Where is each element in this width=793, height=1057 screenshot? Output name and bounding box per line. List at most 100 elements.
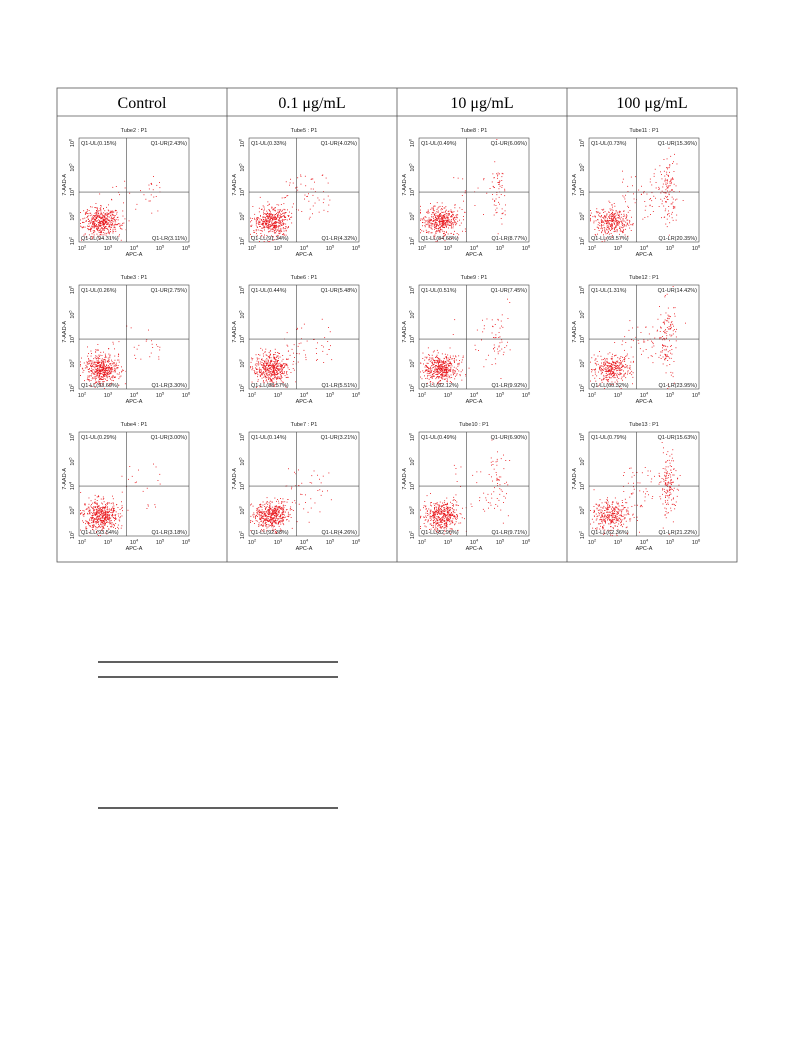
event-dot (623, 229, 624, 231)
event-dot (102, 360, 104, 362)
event-dot (274, 207, 276, 209)
event-dot (606, 222, 608, 224)
event-dot (478, 350, 479, 351)
event-dot (621, 364, 623, 366)
event-dot (599, 225, 601, 227)
tick-label: 105 (326, 391, 335, 400)
event-dot (593, 369, 595, 370)
tick-exponent: 2 (238, 236, 243, 239)
event-dot (432, 373, 434, 375)
event-dot (274, 222, 276, 223)
event-dot (432, 207, 434, 209)
event-dot (96, 227, 97, 229)
event-dot (281, 224, 283, 226)
event-dot (608, 225, 609, 227)
event-dot (669, 165, 671, 167)
event-dot (606, 374, 608, 376)
event-dot (607, 353, 609, 355)
tick-label: 106 (522, 391, 531, 400)
event-dot (438, 376, 440, 378)
event-dot (106, 228, 108, 230)
event-dot (280, 227, 282, 229)
event-dot (436, 225, 437, 227)
event-dot (84, 367, 86, 369)
event-dot (106, 507, 108, 509)
event-dot (265, 217, 267, 219)
tick-label: 102 (248, 391, 257, 400)
event-dot (676, 198, 678, 200)
event-dot (104, 374, 106, 375)
event-dot (264, 208, 265, 210)
tick-base: 10 (692, 246, 698, 252)
event-dot (102, 516, 104, 518)
event-dot (442, 223, 444, 225)
tick-exponent: 4 (408, 334, 413, 337)
event-dot (620, 237, 622, 239)
event-dot (627, 185, 629, 187)
event-dot (432, 362, 434, 364)
event-dot (106, 380, 108, 382)
tick-exponent: 4 (136, 244, 139, 249)
event-dot (251, 236, 252, 237)
event-dot (260, 371, 262, 373)
event-dot (83, 362, 85, 364)
event-dot (322, 202, 324, 204)
event-dot (631, 224, 633, 226)
event-dot (274, 367, 275, 369)
event-dot (429, 354, 430, 356)
event-dot (613, 216, 615, 218)
event-dot (438, 372, 439, 374)
event-dot (305, 185, 307, 187)
tick-exponent: 5 (408, 163, 413, 166)
plot-title: Tube5 : P1 (291, 128, 318, 134)
tick-label: 105 (156, 244, 165, 253)
event-dot (441, 371, 443, 372)
event-dot (496, 192, 498, 193)
event-dot (425, 369, 427, 371)
event-dot (447, 211, 449, 212)
event-dot (321, 175, 323, 176)
event-dot (99, 216, 100, 218)
event-dot (272, 225, 274, 227)
event-dot (270, 217, 272, 219)
event-dot (621, 344, 623, 346)
event-dot (113, 510, 115, 512)
event-dot (280, 220, 281, 222)
event-dot (652, 362, 654, 364)
event-dot (101, 227, 103, 228)
event-dot (621, 369, 623, 371)
event-dot (268, 219, 270, 221)
event-dot (95, 521, 97, 523)
event-dot (155, 196, 157, 197)
event-dot (449, 361, 451, 363)
event-dot (146, 339, 148, 341)
event-dot (458, 234, 460, 236)
event-dot (444, 211, 446, 213)
event-dot (278, 363, 280, 365)
event-dot (99, 365, 101, 367)
event-dot (447, 374, 449, 376)
event-dot (622, 170, 623, 172)
event-dot (275, 370, 277, 371)
event-dot (98, 210, 99, 212)
event-dot (103, 519, 105, 521)
event-dot (274, 225, 276, 226)
event-dot (96, 373, 98, 375)
tick-base: 10 (580, 215, 586, 221)
event-dot (618, 223, 620, 225)
event-dot (671, 334, 673, 336)
quadrant-label: Q1-UR(15.36%) (658, 141, 698, 147)
event-dot (267, 213, 269, 214)
event-dot (123, 202, 124, 204)
event-dot (604, 357, 605, 359)
event-dot (86, 367, 88, 369)
event-dot (438, 365, 439, 367)
y-tick: 104 (238, 334, 247, 343)
event-dot (431, 207, 433, 209)
event-dot (99, 373, 100, 374)
event-dot (431, 374, 433, 376)
event-dot (95, 506, 97, 507)
event-dot (113, 211, 115, 213)
event-dot (270, 230, 272, 232)
event-dot (646, 193, 648, 195)
